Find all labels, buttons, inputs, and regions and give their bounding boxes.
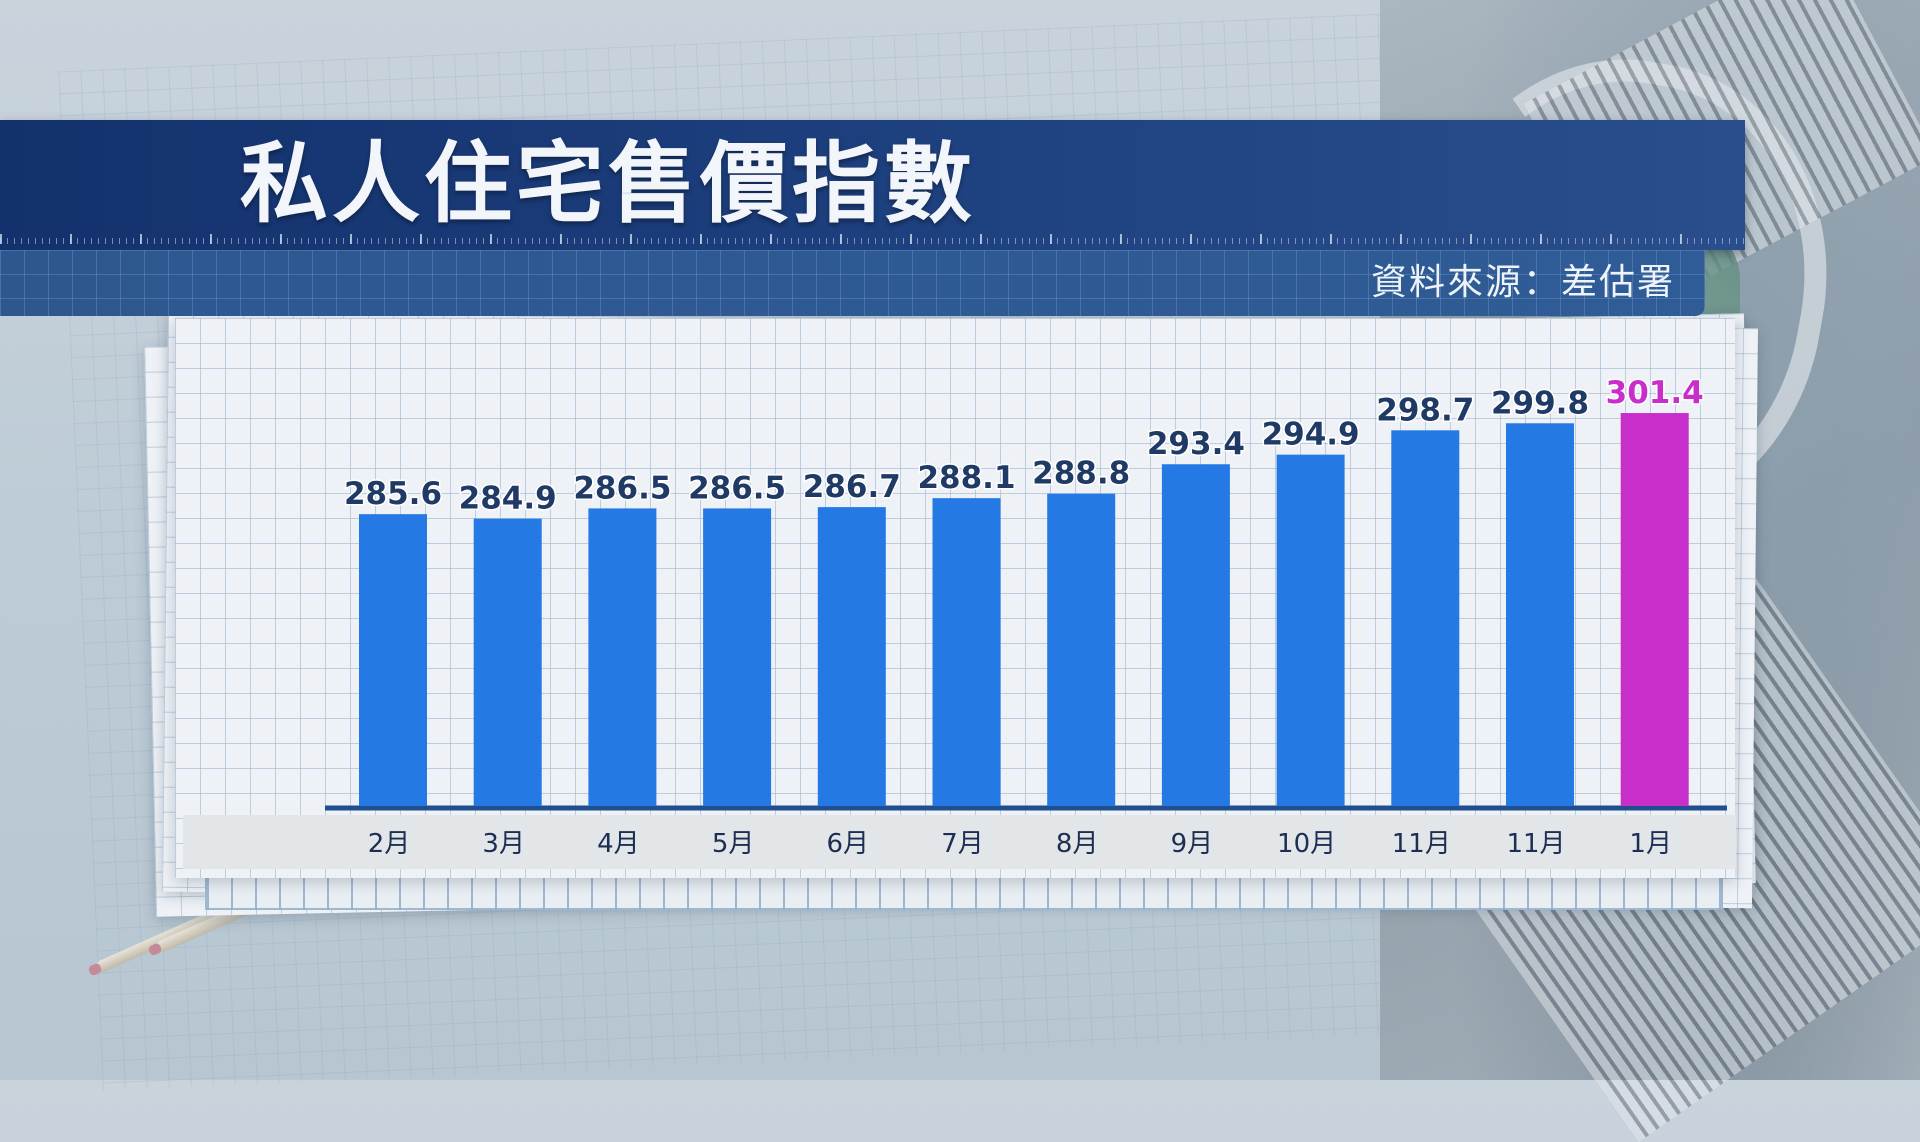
- bar-8: [1161, 464, 1230, 806]
- value-label-2: 284.9: [459, 481, 557, 517]
- value-label-3: 286.5: [573, 470, 671, 506]
- bar-9: [1276, 454, 1345, 806]
- x-tick-label-7: 8月: [1056, 829, 1099, 859]
- bar-12: [1620, 413, 1689, 806]
- value-label-12: 301.4: [1606, 375, 1704, 411]
- x-axis-label-band: [183, 815, 1736, 869]
- bar-2: [473, 518, 542, 806]
- bar-4: [703, 508, 772, 806]
- value-label-5: 286.7: [803, 469, 901, 505]
- bar-5: [817, 507, 886, 806]
- bar-10: [1391, 430, 1460, 806]
- value-label-4: 286.5: [688, 470, 786, 506]
- x-tick-label-6: 7月: [941, 829, 984, 859]
- x-tick-label-8: 9月: [1171, 829, 1214, 859]
- x-tick-label-1: 2月: [368, 829, 411, 859]
- value-label-6: 288.1: [917, 460, 1015, 496]
- bar-7: [1047, 493, 1116, 806]
- x-tick-label-9: 10月: [1277, 829, 1336, 859]
- bar-chart: 285.6 2月 284.9 3月 286.5 4月 286.5 5月 286.7 6月 288.1…: [325, 374, 1727, 859]
- bar-6: [932, 498, 1001, 806]
- x-tick-label-4: 5月: [712, 829, 755, 859]
- bar-11: [1506, 423, 1574, 806]
- x-tick-label-2: 3月: [482, 829, 525, 859]
- value-label-10: 298.7: [1376, 392, 1474, 428]
- x-tick-label-10: 11月: [1392, 829, 1451, 859]
- source-banner: 資料來源：差估署: [0, 250, 1705, 316]
- bar-3: [588, 508, 657, 806]
- value-label-11: 299.8: [1491, 385, 1589, 421]
- source-text: 資料來源：差估署: [1370, 262, 1675, 303]
- chart-title: 私人住宅售價指數: [240, 132, 977, 235]
- x-tick-label-11: 11月: [1506, 829, 1565, 859]
- ruler-ticks: [0, 234, 1745, 244]
- x-tick-label-5: 6月: [827, 829, 870, 859]
- bar-1: [359, 514, 427, 806]
- x-tick-label-12: 1月: [1629, 829, 1672, 859]
- value-label-7: 288.8: [1032, 456, 1130, 492]
- title-banner: 私人住宅售價指數: [0, 120, 1745, 250]
- value-label-1: 285.6: [344, 476, 442, 512]
- x-tick-label-3: 4月: [597, 829, 640, 859]
- value-label-9: 294.9: [1262, 417, 1360, 453]
- value-label-8: 293.4: [1147, 426, 1245, 462]
